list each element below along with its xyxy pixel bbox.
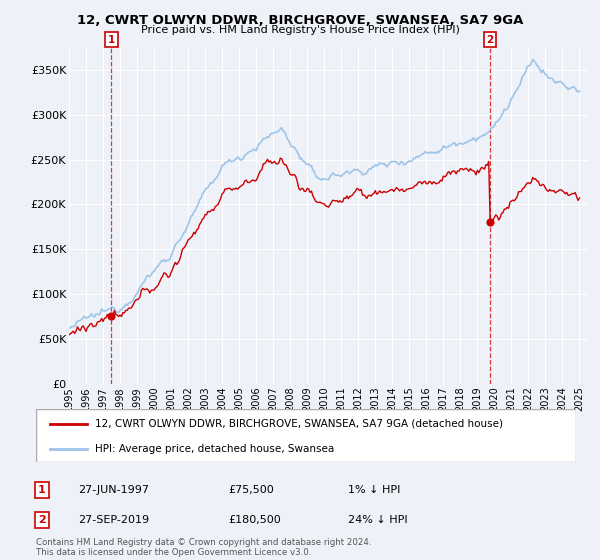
Text: Price paid vs. HM Land Registry's House Price Index (HPI): Price paid vs. HM Land Registry's House … (140, 25, 460, 35)
Text: 1: 1 (108, 35, 115, 45)
Text: £180,500: £180,500 (228, 515, 281, 525)
Text: 12, CWRT OLWYN DDWR, BIRCHGROVE, SWANSEA, SA7 9GA (detached house): 12, CWRT OLWYN DDWR, BIRCHGROVE, SWANSEA… (95, 419, 503, 429)
Text: 27-SEP-2019: 27-SEP-2019 (78, 515, 149, 525)
Text: 12, CWRT OLWYN DDWR, BIRCHGROVE, SWANSEA, SA7 9GA: 12, CWRT OLWYN DDWR, BIRCHGROVE, SWANSEA… (77, 14, 523, 27)
Text: 1% ↓ HPI: 1% ↓ HPI (348, 485, 400, 495)
Text: HPI: Average price, detached house, Swansea: HPI: Average price, detached house, Swan… (95, 444, 335, 454)
Text: Contains HM Land Registry data © Crown copyright and database right 2024.
This d: Contains HM Land Registry data © Crown c… (36, 538, 371, 557)
Text: 24% ↓ HPI: 24% ↓ HPI (348, 515, 407, 525)
Point (485, 217, 495, 226)
Text: 1: 1 (38, 485, 46, 495)
Text: 2: 2 (487, 35, 494, 45)
Text: £75,500: £75,500 (228, 485, 274, 495)
Text: 2: 2 (38, 515, 46, 525)
Point (107, 311, 116, 320)
Text: 27-JUN-1997: 27-JUN-1997 (78, 485, 149, 495)
